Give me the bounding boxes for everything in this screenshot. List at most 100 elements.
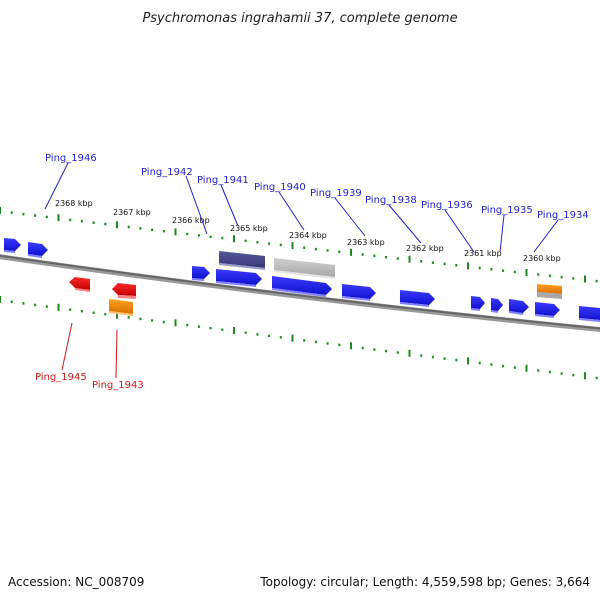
minor-tick [303,246,306,249]
major-tick [57,303,60,311]
gene-label[interactable]: Ping_1942 [141,167,193,178]
gene-label[interactable]: Ping_1945 [35,372,87,383]
gene-label[interactable]: Ping_1946 [45,153,97,164]
minor-tick [361,346,364,350]
rna-feature-orange[interactable] [109,299,133,316]
rna-feature-orange[interactable] [537,284,562,299]
minor-tick [385,256,388,259]
minor-tick [34,214,37,217]
minor-tick [420,260,423,263]
gene-arrow[interactable] [69,277,90,292]
minor-tick [338,250,341,254]
gene-arrow[interactable] [192,266,210,281]
scale-ticks-top [0,207,598,283]
minor-tick [478,266,481,270]
minor-tick [80,309,83,313]
minor-tick [92,311,95,314]
minor-tick [338,343,341,347]
major-tick [408,255,411,263]
minor-tick [513,366,516,369]
minor-tick [572,373,575,377]
reverse-strand-genes [69,277,136,299]
minor-tick [279,243,282,247]
minor-tick [268,334,271,338]
gene-arrow[interactable] [535,302,560,318]
minor-tick [560,275,563,279]
gene-box-gray[interactable] [274,258,335,279]
gene-label[interactable]: Ping_1934 [537,210,589,221]
label-leaders-top [44,162,559,253]
minor-tick [139,227,142,230]
minor-tick [326,342,329,345]
gene-label[interactable]: Ping_1938 [365,195,417,206]
label-leaders-bottom [61,322,118,379]
major-tick [584,372,586,380]
minor-tick [197,325,200,328]
gene-label[interactable]: Ping_1939 [310,188,362,199]
scale-label-2360: 2360 kbp [523,254,561,263]
minor-tick [244,239,247,243]
minor-tick [572,277,575,280]
gene-arrow[interactable] [509,299,529,315]
gene-arrow[interactable] [112,283,136,299]
gene-arrow[interactable] [272,276,332,297]
minor-tick [10,300,13,304]
map-title: Psychromonas ingrahamii 37, complete gen… [142,11,457,26]
minor-tick [396,257,399,260]
scale-label-2364: 2364 kbp [289,231,327,240]
major-tick [467,357,469,365]
minor-tick [209,326,212,330]
gene-arrow[interactable] [400,290,435,307]
minor-tick [431,261,434,264]
scale-label-2361: 2361 kbp [464,249,502,258]
scale-label-2368: 2368 kbp [55,199,93,208]
accession-text: Accession: NC_008709 [8,575,144,589]
gene-arrow[interactable] [579,306,600,322]
minor-tick [502,364,505,368]
major-tick [408,349,411,357]
gene-box-purple[interactable] [219,251,265,270]
scale-label-2367: 2367 kbp [113,208,151,217]
gene-arrow[interactable] [491,298,503,313]
gene-label[interactable]: Ping_1936 [421,200,473,211]
gene-label[interactable]: Ping_1940 [254,182,306,193]
minor-tick [478,361,481,365]
gene-label[interactable]: Ping_1941 [197,175,249,186]
minor-tick [537,273,540,276]
minor-tick [221,236,224,240]
major-tick [525,364,528,372]
major-tick [525,269,528,276]
gene-arrow[interactable] [471,296,485,311]
minor-tick [314,340,317,344]
genome-summary-text: Topology: circular; Length: 4,559,598 bp… [259,575,590,589]
minor-tick [45,305,48,308]
minor-tick [69,218,72,222]
minor-tick [537,369,540,372]
minor-tick [10,211,13,214]
minor-tick [420,354,423,357]
minor-tick [186,232,189,236]
genome-backbone [0,254,600,333]
minor-tick [162,229,165,233]
gene-arrow[interactable] [342,284,376,301]
gene-arrow[interactable] [28,242,48,258]
major-tick [57,214,60,222]
gene-label[interactable]: Ping_1943 [92,380,144,391]
minor-tick [373,254,376,258]
gene-label[interactable]: Ping_1935 [481,205,533,216]
highlighted-features [109,251,562,316]
minor-tick [303,339,306,342]
minor-tick [595,376,598,380]
minor-tick [443,262,446,266]
gene-arrow[interactable] [4,238,21,253]
minor-tick [151,228,154,231]
scale-label-2366: 2366 kbp [172,216,210,225]
minor-tick [431,355,434,359]
minor-tick [314,247,317,251]
minor-tick [34,303,37,307]
minor-tick [455,264,458,267]
minor-tick [279,336,282,339]
gene-arrow[interactable] [216,269,262,287]
